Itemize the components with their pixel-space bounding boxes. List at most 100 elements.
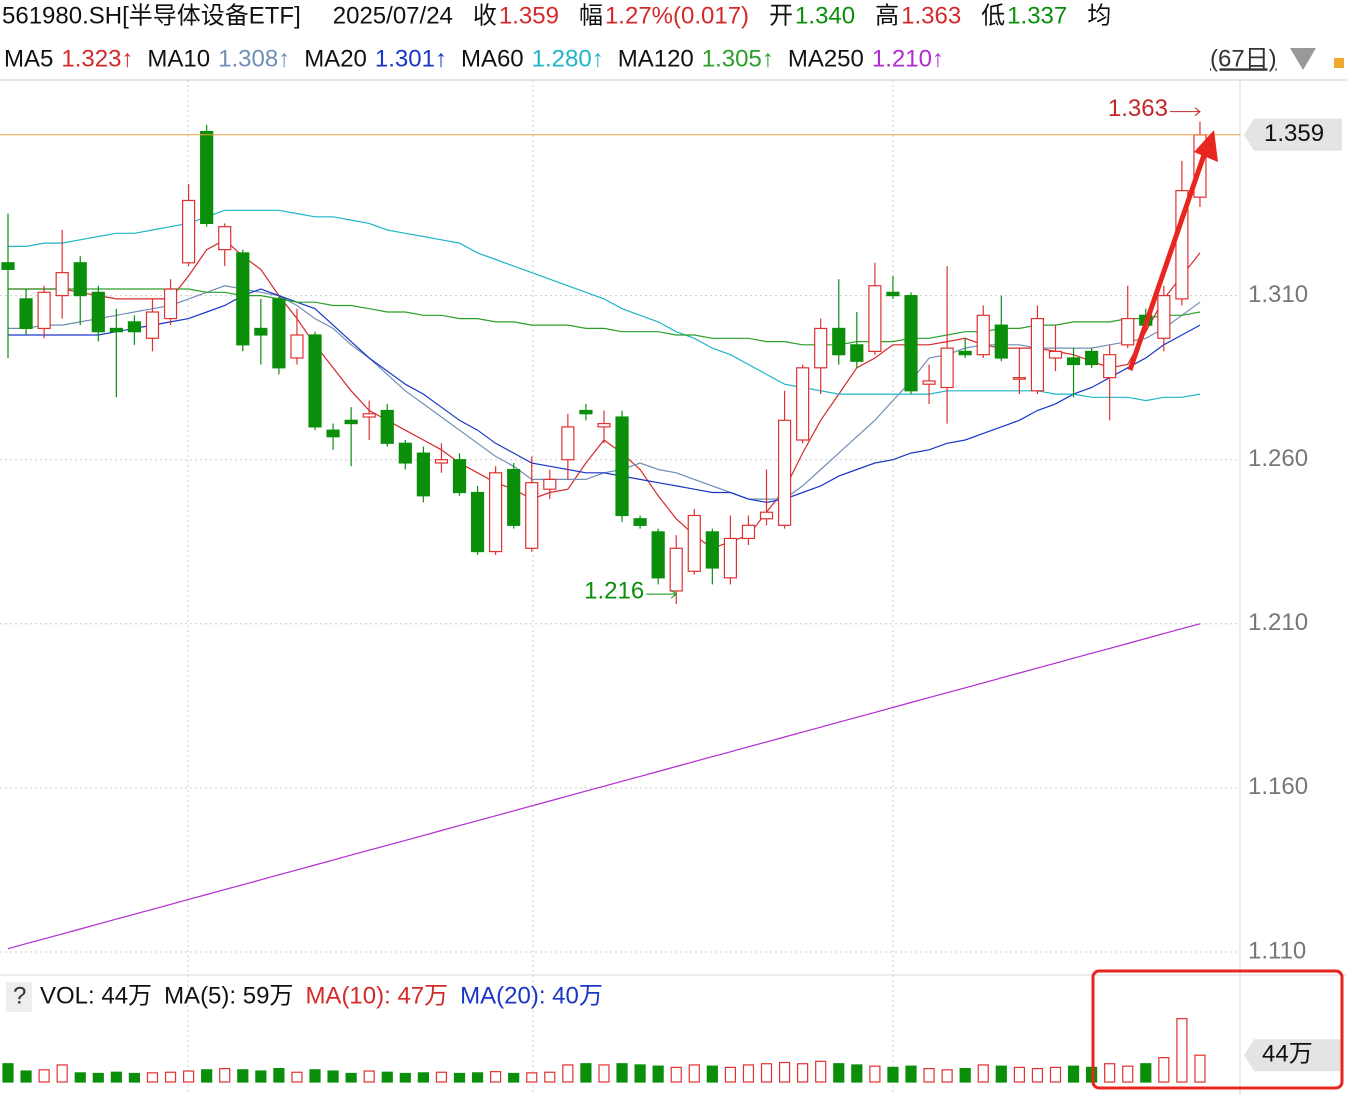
candle-body — [434, 459, 449, 464]
volume-bar — [869, 1065, 881, 1083]
header-text: 幅 — [579, 2, 603, 29]
volume-bar — [1140, 1063, 1152, 1083]
volume-bar — [851, 1064, 863, 1083]
candle-body — [362, 413, 376, 418]
candle-body — [19, 298, 33, 330]
ma-line — [8, 239, 1201, 549]
candle-body — [850, 344, 864, 362]
volume-bar — [237, 1069, 249, 1083]
candle-body — [777, 419, 792, 526]
ma-line — [8, 288, 1201, 346]
candle-body — [272, 298, 286, 369]
candle-body — [814, 327, 828, 369]
candle-body — [200, 130, 214, 225]
header-text: MA20 — [304, 45, 367, 72]
candle-body — [73, 262, 87, 297]
candle-body — [886, 291, 900, 297]
y-tick-label: 1.310 — [1248, 281, 1308, 308]
header-text: 收 — [473, 2, 497, 29]
volume-bar — [1176, 1018, 1188, 1083]
candle-body — [868, 285, 882, 352]
y-tick-label: 1.160 — [1248, 773, 1308, 800]
volume-bar — [2, 1063, 14, 1083]
candle-body — [470, 491, 485, 553]
volume-bar — [923, 1067, 935, 1083]
volume-bar — [164, 1071, 177, 1083]
volume-bar — [526, 1072, 538, 1083]
volume-bar — [580, 1063, 592, 1083]
candle-body — [796, 367, 810, 441]
candle-body — [615, 416, 629, 517]
ma-line — [8, 285, 1201, 500]
volume-bar — [435, 1071, 448, 1083]
header-text: 高 — [875, 2, 899, 29]
candle-body — [597, 422, 611, 428]
ma-line — [7, 623, 1201, 950]
volume-bar — [255, 1070, 267, 1083]
candle-body — [163, 288, 178, 320]
volume-bar — [544, 1071, 556, 1083]
candle-body — [741, 524, 756, 540]
volume-bar — [887, 1066, 899, 1083]
volume-bar — [327, 1070, 339, 1083]
annotation-arrowhead — [1194, 107, 1201, 117]
candle-body — [651, 531, 665, 579]
candle-body — [182, 199, 196, 264]
header-text: 1.323↑ — [61, 45, 133, 72]
price-tag-box — [1244, 118, 1342, 151]
candle-body — [91, 291, 105, 333]
volume-bar — [670, 1066, 682, 1083]
volume-bar — [977, 1064, 989, 1083]
volume-bar — [345, 1072, 357, 1083]
volume-bar — [815, 1060, 827, 1083]
volume-bar — [381, 1071, 393, 1083]
dropdown-arrow[interactable] — [1290, 48, 1316, 70]
candle-body — [543, 478, 557, 490]
y-tick-label: 1.260 — [1248, 445, 1308, 472]
candle-body — [669, 547, 683, 592]
volume-bar — [652, 1065, 664, 1083]
candle-body — [1, 262, 15, 270]
candle-body — [145, 311, 160, 339]
volume-bar — [598, 1064, 610, 1083]
volume-bar — [1122, 1065, 1134, 1083]
candle-body — [236, 252, 250, 346]
volume-bar — [797, 1063, 809, 1083]
candle-body — [127, 321, 142, 333]
candle-body — [832, 327, 846, 356]
header-text: MA250 — [788, 45, 864, 72]
volume-bar — [1013, 1066, 1025, 1083]
annotation-label: 1.216 — [584, 577, 644, 604]
candle-body — [687, 514, 701, 572]
volume-bar — [1158, 1057, 1170, 1083]
volume-bar — [959, 1067, 971, 1083]
volume-bar — [273, 1067, 285, 1083]
header-text: 开 — [769, 2, 793, 29]
header-text: 1.210↑ — [872, 45, 944, 72]
header-text: MA120 — [618, 45, 694, 72]
vgrid — [187, 80, 894, 1095]
candle-body — [1030, 317, 1045, 392]
header-text: 561980.SH[半导体设备ETF] — [2, 2, 301, 29]
volume-bar — [20, 1070, 32, 1083]
candle-body — [254, 327, 268, 336]
y-tick-label: 1.210 — [1248, 609, 1308, 636]
period-selector[interactable]: (67日) — [1210, 45, 1277, 72]
candle-body — [380, 409, 394, 444]
volume-bar — [905, 1065, 917, 1083]
y-tick-label: 1.110 — [1248, 937, 1306, 964]
volume-bar — [508, 1072, 520, 1083]
volume-bar — [417, 1072, 429, 1083]
candle-body — [37, 291, 51, 330]
header-text: MA5 — [4, 45, 53, 72]
volume-bar — [146, 1072, 159, 1083]
volume-bar — [110, 1071, 122, 1083]
volume-bar — [995, 1065, 1007, 1083]
candle-body — [579, 409, 593, 415]
volume-bar — [92, 1072, 104, 1083]
volume-bar — [1104, 1063, 1116, 1083]
volume-bar — [399, 1072, 411, 1083]
header-text: 1.305↑ — [702, 45, 774, 72]
volume-bar — [56, 1064, 68, 1083]
